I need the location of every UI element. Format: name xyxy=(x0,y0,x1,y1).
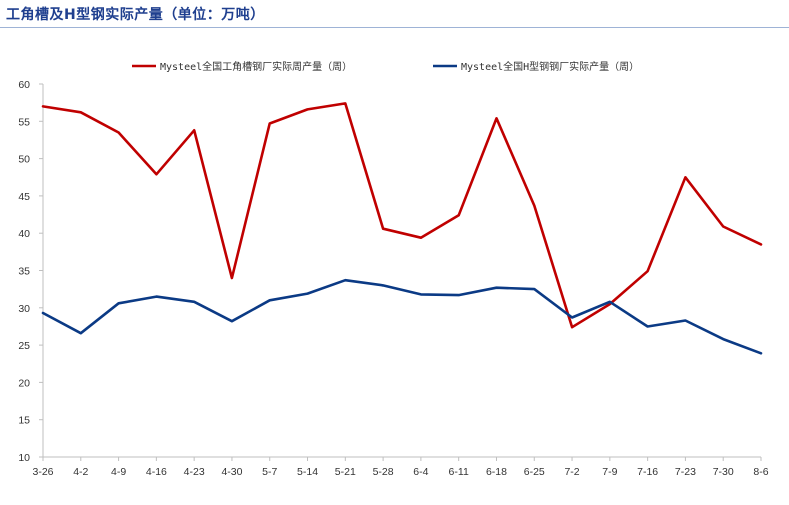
x-tick-label: 4-23 xyxy=(184,466,205,478)
y-tick-label: 10 xyxy=(18,452,30,464)
x-tick-label: 7-2 xyxy=(564,466,579,478)
y-tick-label: 25 xyxy=(18,340,30,352)
y-tick-label: 50 xyxy=(18,154,30,166)
series-layer xyxy=(41,102,763,355)
x-axis: 3-26 4-2 4-9 4-16 4-23 4-30 5-7 5-14 5-21 5-28 6-4… xyxy=(32,456,769,478)
x-tick-label: 5-28 xyxy=(373,466,394,478)
x-tick-label: 6-25 xyxy=(524,466,545,478)
x-tick-label: 4-30 xyxy=(221,466,242,478)
x-tick-label: 5-7 xyxy=(262,466,277,478)
y-tick-label: 40 xyxy=(18,228,30,240)
series-line-2 xyxy=(41,278,763,355)
y-tick-label: 15 xyxy=(18,415,30,427)
x-tick-label: 6-11 xyxy=(449,466,469,478)
x-tick-label: 7-16 xyxy=(637,466,658,478)
page-title: 工角槽及H型钢实际产量（单位：万吨） xyxy=(6,7,265,23)
x-tick-label: 7-30 xyxy=(713,466,734,478)
legend-label-2: Mysteel全国H型钢钢厂实际产量（周） xyxy=(461,60,639,73)
x-tick-label: 7-9 xyxy=(602,466,617,478)
y-tick-label: 60 xyxy=(18,79,30,91)
x-tick-label: 5-21 xyxy=(335,466,356,478)
y-tick-label: 35 xyxy=(18,266,30,278)
x-tick-label: 5-14 xyxy=(297,466,318,478)
legend: Mysteel全国工角槽钢厂实际周产量（周） Mysteel全国H型钢钢厂实际产量… xyxy=(132,60,639,73)
y-tick-label: 55 xyxy=(18,116,30,128)
y-axis: 10 15 20 25 30 35 40 45 50 55 60 xyxy=(18,79,44,464)
title-divider xyxy=(0,27,789,28)
y-tick-label: 30 xyxy=(18,303,30,315)
legend-label-1: Mysteel全国工角槽钢厂实际周产量（周） xyxy=(160,60,352,73)
x-tick-label: 4-9 xyxy=(111,466,126,478)
x-tick-label: 6-18 xyxy=(486,466,507,478)
x-tick-label: 6-4 xyxy=(413,466,428,478)
x-tick-label: 4-2 xyxy=(73,466,88,478)
x-tick-label: 8-6 xyxy=(753,466,768,478)
x-tick-label: 4-16 xyxy=(146,466,167,478)
series-line-1 xyxy=(41,102,763,329)
y-tick-label: 45 xyxy=(18,191,30,203)
x-tick-label: 7-23 xyxy=(675,466,696,478)
y-tick-label: 20 xyxy=(18,377,30,389)
x-tick-label: 3-26 xyxy=(32,466,53,478)
